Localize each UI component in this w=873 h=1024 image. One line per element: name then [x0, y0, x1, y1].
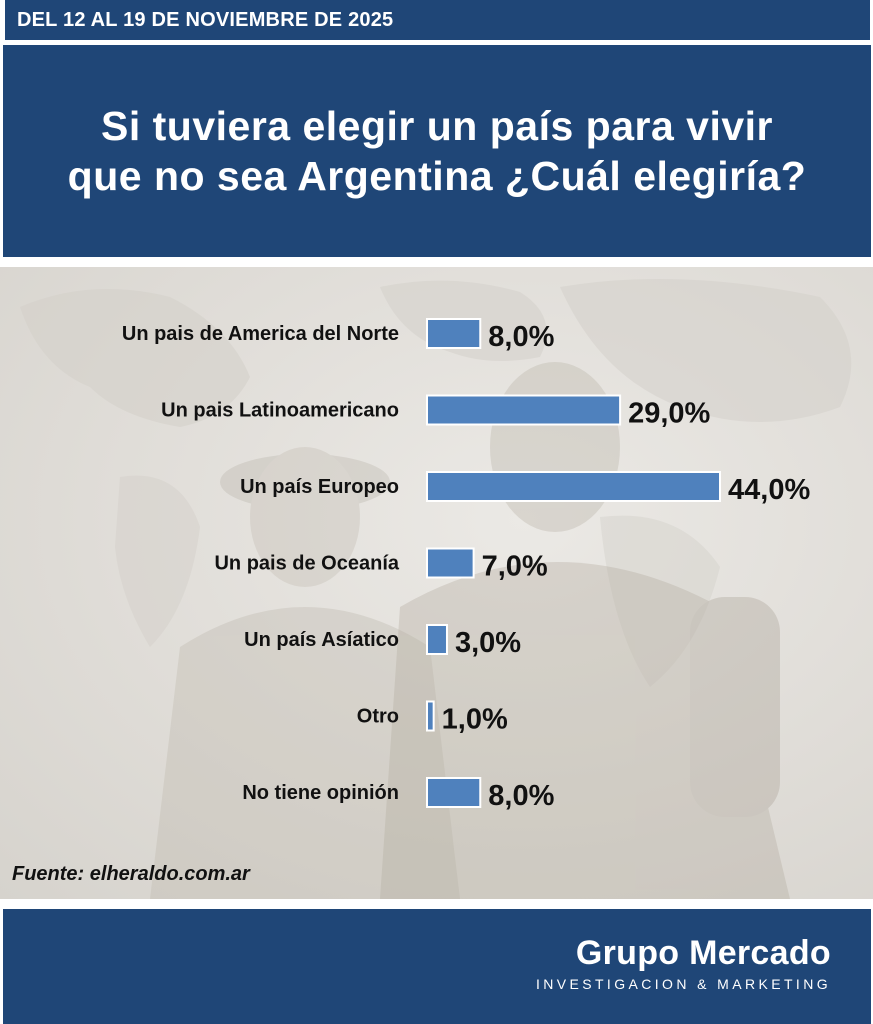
bar: [426, 547, 475, 579]
category-label: Un pais Latinoamericano: [161, 400, 399, 422]
source-note: Fuente: elheraldo.com.ar: [12, 863, 250, 885]
bar: [426, 700, 435, 732]
bar: [426, 777, 482, 808]
value-label: 3,0%: [455, 627, 521, 659]
value-label: 29,0%: [628, 398, 710, 430]
question-line-2: que no sea Argentina ¿Cuál elegiría?: [67, 153, 807, 199]
bar: [426, 471, 721, 502]
map-continent-north-america: [20, 289, 250, 427]
category-label: Un país Asíatico: [244, 629, 399, 651]
question-title: Si tuviera elegir un país para vivir que…: [22, 101, 852, 201]
category-label: Un país Europeo: [240, 476, 399, 498]
value-label: 44,0%: [728, 474, 810, 506]
value-label: 1,0%: [442, 704, 508, 736]
brand-logo-text: Grupo Mercado: [575, 934, 831, 972]
map-continent-south-america: [115, 475, 200, 647]
value-label: 8,0%: [488, 321, 554, 353]
value-label: 7,0%: [482, 551, 548, 583]
category-label: No tiene opinión: [242, 782, 399, 804]
date-range-header: DEL 12 AL 19 DE NOVIEMBRE DE 2025: [5, 0, 870, 40]
category-label: Un pais de America del Norte: [122, 323, 399, 345]
footer-banner: Grupo Mercado INVESTIGACION & MARKETING: [3, 909, 871, 1024]
map-continent-africa: [600, 515, 720, 687]
bar: [426, 394, 622, 426]
category-label: Otro: [357, 706, 399, 728]
question-line-1: Si tuviera elegir un país para vivir: [101, 103, 773, 149]
brand-tagline: INVESTIGACION & MARKETING: [535, 976, 831, 992]
category-label: Un pais de Oceanía: [214, 553, 399, 575]
bar: [426, 624, 448, 655]
value-label: 8,0%: [488, 780, 554, 812]
bar: [426, 318, 482, 349]
traveller-woman-silhouette: [150, 447, 460, 899]
chart-area: Un pais de America del Norte 8,0% Un pais …: [0, 267, 873, 899]
title-banner: Si tuviera elegir un país para vivir que…: [3, 45, 871, 257]
map-continent-asia: [560, 279, 852, 422]
bar-chart: Un pais de America del Norte 8,0% Un pais …: [122, 318, 810, 812]
